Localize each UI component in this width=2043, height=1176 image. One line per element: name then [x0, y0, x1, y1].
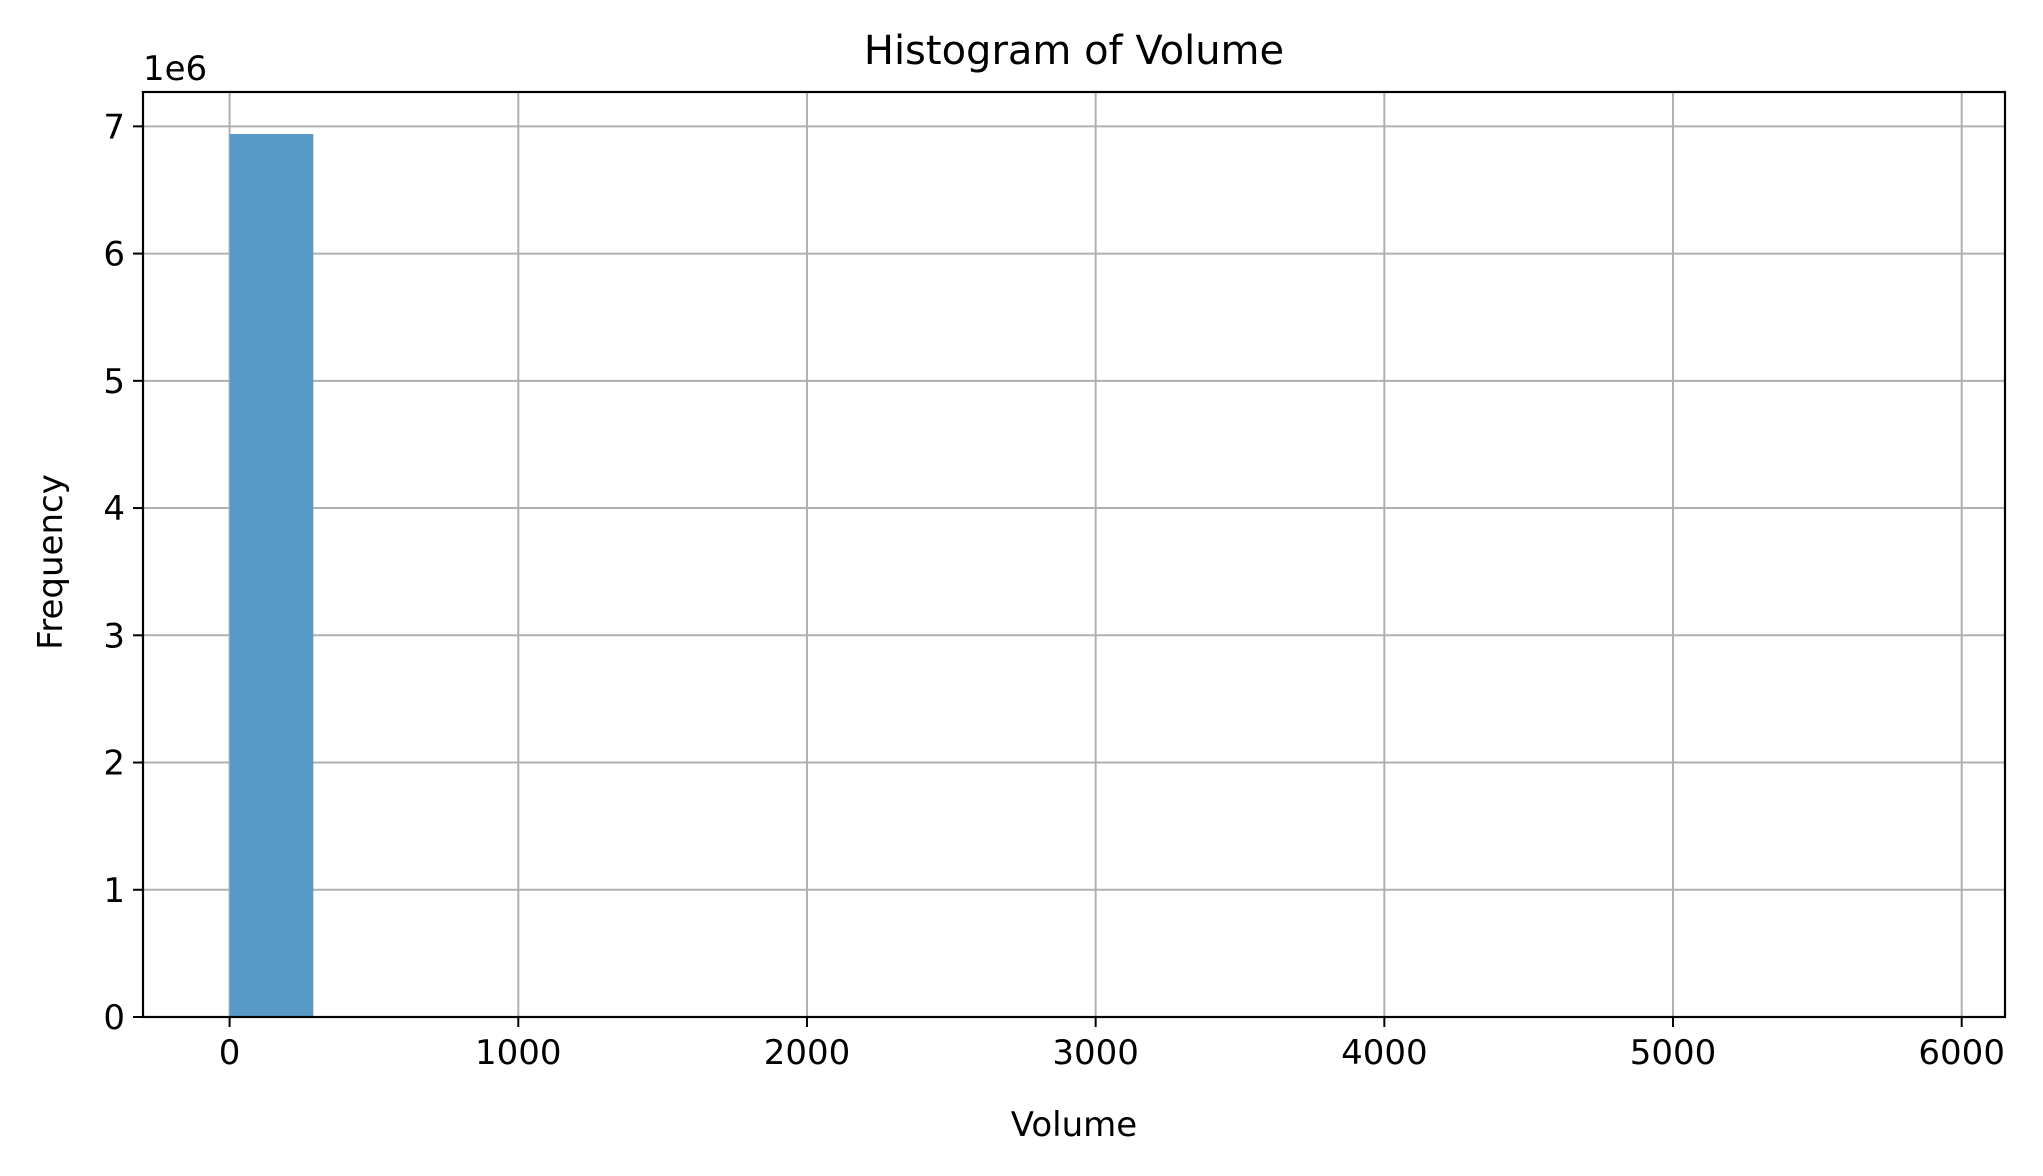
x-tick-label: 1000 [475, 1033, 562, 1073]
x-tick-label: 3000 [1052, 1033, 1139, 1073]
x-tick-label: 5000 [1630, 1033, 1717, 1073]
y-tick-label: 2 [103, 744, 125, 784]
y-axis-offset-text: 1e6 [143, 49, 207, 89]
x-tick-label: 2000 [764, 1033, 851, 1073]
y-tick-label: 1 [103, 871, 125, 911]
y-axis-label: Frequency [31, 474, 71, 650]
chart-title: Histogram of Volume [864, 28, 1284, 74]
x-axis-label: Volume [1011, 1105, 1137, 1145]
y-tick-label: 0 [103, 998, 125, 1038]
x-tick-label: 6000 [1918, 1033, 2005, 1073]
histogram-bars [229, 133, 314, 1018]
x-tick-label: 4000 [1341, 1033, 1428, 1073]
y-tick-label: 5 [103, 362, 125, 402]
y-tick-label: 6 [103, 235, 125, 275]
x-tick-label: 0 [219, 1033, 241, 1073]
plot-area [143, 92, 2005, 1017]
plot-frame [141, 90, 2007, 1019]
histogram-bar [229, 133, 314, 1018]
y-tick-label: 4 [103, 489, 125, 529]
y-tick-label: 7 [103, 107, 125, 147]
axis-ticks: 0 1000 2000 3000 4000 5000 6000 0 1 2 3 4 5 6 7 [103, 107, 2005, 1073]
y-tick-label: 3 [103, 616, 125, 656]
